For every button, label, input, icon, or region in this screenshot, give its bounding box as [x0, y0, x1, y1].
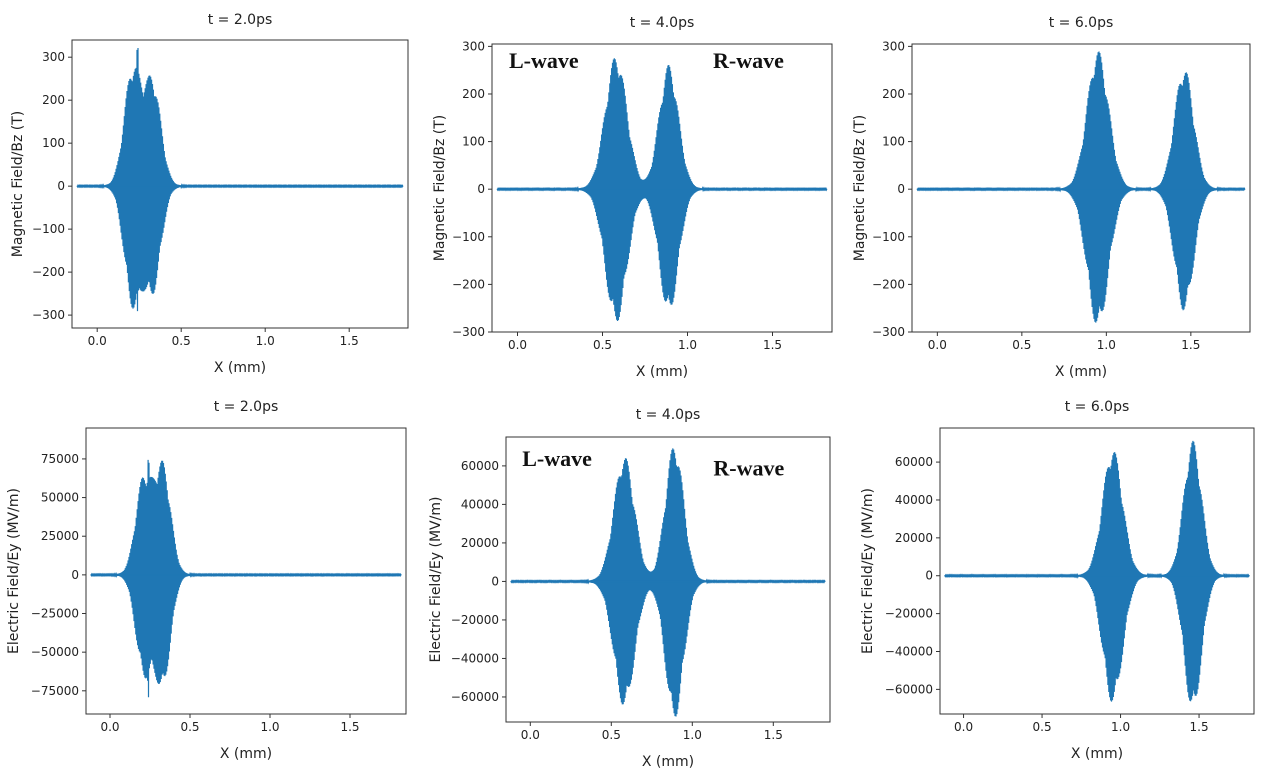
panel-title: t = 6.0ps [1049, 15, 1114, 31]
x-tick-label: 1.5 [340, 720, 359, 734]
y-tick-label: 0 [491, 574, 499, 588]
y-tick-label: 60000 [461, 459, 499, 473]
x-tick-label: 1.0 [256, 334, 275, 348]
y-tick-label: 20000 [895, 531, 933, 545]
y-tick-label: −300 [32, 308, 65, 322]
y-axis-label: Electric Field/Ey (MV/m) [860, 488, 876, 654]
x-tick-label: 0.5 [593, 338, 612, 352]
panel-1: 0.0 0.5 1.0 1.5 −300 −200 −100 0 100 200 300 t = 2.… [10, 12, 409, 376]
y-tick-label: −60000 [885, 682, 933, 696]
y-tick-label: −40000 [451, 651, 499, 665]
y-tick-label: 0 [57, 179, 65, 193]
y-tick-label: 50000 [41, 491, 79, 505]
y-tick-label: 300 [882, 39, 905, 53]
y-tick-label: −25000 [31, 607, 79, 621]
y-tick-label: 40000 [895, 493, 933, 507]
x-tick-label: 1.0 [260, 720, 279, 734]
panel-4: 0.0 0.5 1.0 1.5 −75000 −50000 −25000 0 25000 5000… [6, 399, 407, 762]
x-tick-label: 0.5 [172, 334, 191, 348]
x-tick-label: 0.0 [100, 720, 119, 734]
x-axis-label: X (mm) [214, 360, 266, 376]
y-tick-label: −100 [872, 230, 905, 244]
y-tick-label: −75000 [31, 684, 79, 698]
panel-2: 0.0 0.5 1.0 1.5 −300 −200 −100 0 100 200 300 t = 4.… [432, 15, 833, 380]
y-tick-label: −40000 [885, 644, 933, 658]
y-tick-label: −20000 [451, 613, 499, 627]
y-axis-label: Magnetic Field/Bz (T) [10, 111, 26, 257]
x-tick-label: 0.0 [521, 728, 540, 742]
panel-title: t = 6.0ps [1065, 399, 1130, 415]
panel-5: 0.0 0.5 1.0 1.5 −60000 −40000 −20000 0 20000 4000… [428, 407, 831, 770]
x-tick-label: 0.5 [602, 728, 621, 742]
y-axis-label: Electric Field/Ey (MV/m) [428, 497, 444, 663]
x-tick-label: 0.0 [88, 334, 107, 348]
y-tick-label: 200 [462, 87, 485, 101]
y-tick-label: 0 [477, 182, 485, 196]
y-tick-label: 0 [925, 569, 933, 583]
y-tick-label: −200 [32, 265, 65, 279]
y-tick-label: 300 [42, 50, 65, 64]
x-tick-label: 1.5 [1181, 338, 1200, 352]
panel-title: t = 4.0ps [630, 15, 695, 31]
y-tick-label: 0 [71, 568, 79, 582]
x-tick-label: 0.0 [928, 338, 947, 352]
y-tick-label: −200 [452, 277, 485, 291]
y-tick-label: 100 [462, 135, 485, 149]
y-axis-label: Magnetic Field/Bz (T) [432, 115, 448, 261]
y-tick-label: 300 [462, 39, 485, 53]
x-tick-label: 0.5 [1033, 720, 1052, 734]
y-tick-label: 200 [882, 87, 905, 101]
y-tick-label: 100 [42, 136, 65, 150]
x-tick-label: 1.0 [1097, 338, 1116, 352]
wave-annotation: R-wave [713, 456, 784, 481]
x-axis-label: X (mm) [642, 754, 694, 770]
y-tick-label: −100 [452, 230, 485, 244]
x-tick-label: 0.5 [1012, 338, 1031, 352]
x-tick-label: 0.5 [180, 720, 199, 734]
x-tick-label: 1.5 [763, 338, 782, 352]
y-tick-label: −50000 [31, 645, 79, 659]
x-axis-label: X (mm) [220, 746, 272, 762]
wave-annotation: R-wave [713, 48, 784, 73]
x-tick-label: 1.0 [678, 338, 697, 352]
x-tick-label: 1.5 [764, 728, 783, 742]
y-tick-label: −200 [872, 277, 905, 291]
panel-title: t = 2.0ps [214, 399, 279, 415]
y-axis-label: Magnetic Field/Bz (T) [852, 115, 868, 261]
y-tick-label: 0 [897, 182, 905, 196]
y-tick-label: −100 [32, 222, 65, 236]
y-tick-label: 100 [882, 135, 905, 149]
y-tick-label: −60000 [451, 690, 499, 704]
y-axis-label: Electric Field/Ey (MV/m) [6, 488, 22, 654]
x-tick-label: 1.5 [1190, 720, 1209, 734]
panel-title: t = 2.0ps [208, 12, 273, 28]
y-tick-label: 200 [42, 93, 65, 107]
y-tick-label: −300 [452, 325, 485, 339]
y-tick-label: −20000 [885, 607, 933, 621]
x-axis-label: X (mm) [1055, 364, 1107, 380]
x-tick-label: 0.0 [954, 720, 973, 734]
panel-title: t = 4.0ps [636, 407, 701, 423]
wave-annotation: L-wave [509, 48, 579, 73]
x-tick-label: 1.5 [340, 334, 359, 348]
wave-annotation: L-wave [522, 446, 592, 471]
y-tick-label: 75000 [41, 452, 79, 466]
x-tick-label: 1.0 [683, 728, 702, 742]
y-tick-label: 25000 [41, 529, 79, 543]
y-tick-label: 20000 [461, 536, 499, 550]
x-axis-label: X (mm) [1071, 746, 1123, 762]
panel-3: 0.0 0.5 1.0 1.5 −300 −200 −100 0 100 200 300 t = 6.… [852, 15, 1251, 380]
x-tick-label: 1.0 [1111, 720, 1130, 734]
y-tick-label: 40000 [461, 497, 499, 511]
y-tick-label: 60000 [895, 455, 933, 469]
x-tick-label: 0.0 [508, 338, 527, 352]
panel-6: 0.0 0.5 1.0 1.5 −60000 −40000 −20000 0 20000 4000… [860, 399, 1255, 762]
x-axis-label: X (mm) [636, 364, 688, 380]
y-tick-label: −300 [872, 325, 905, 339]
